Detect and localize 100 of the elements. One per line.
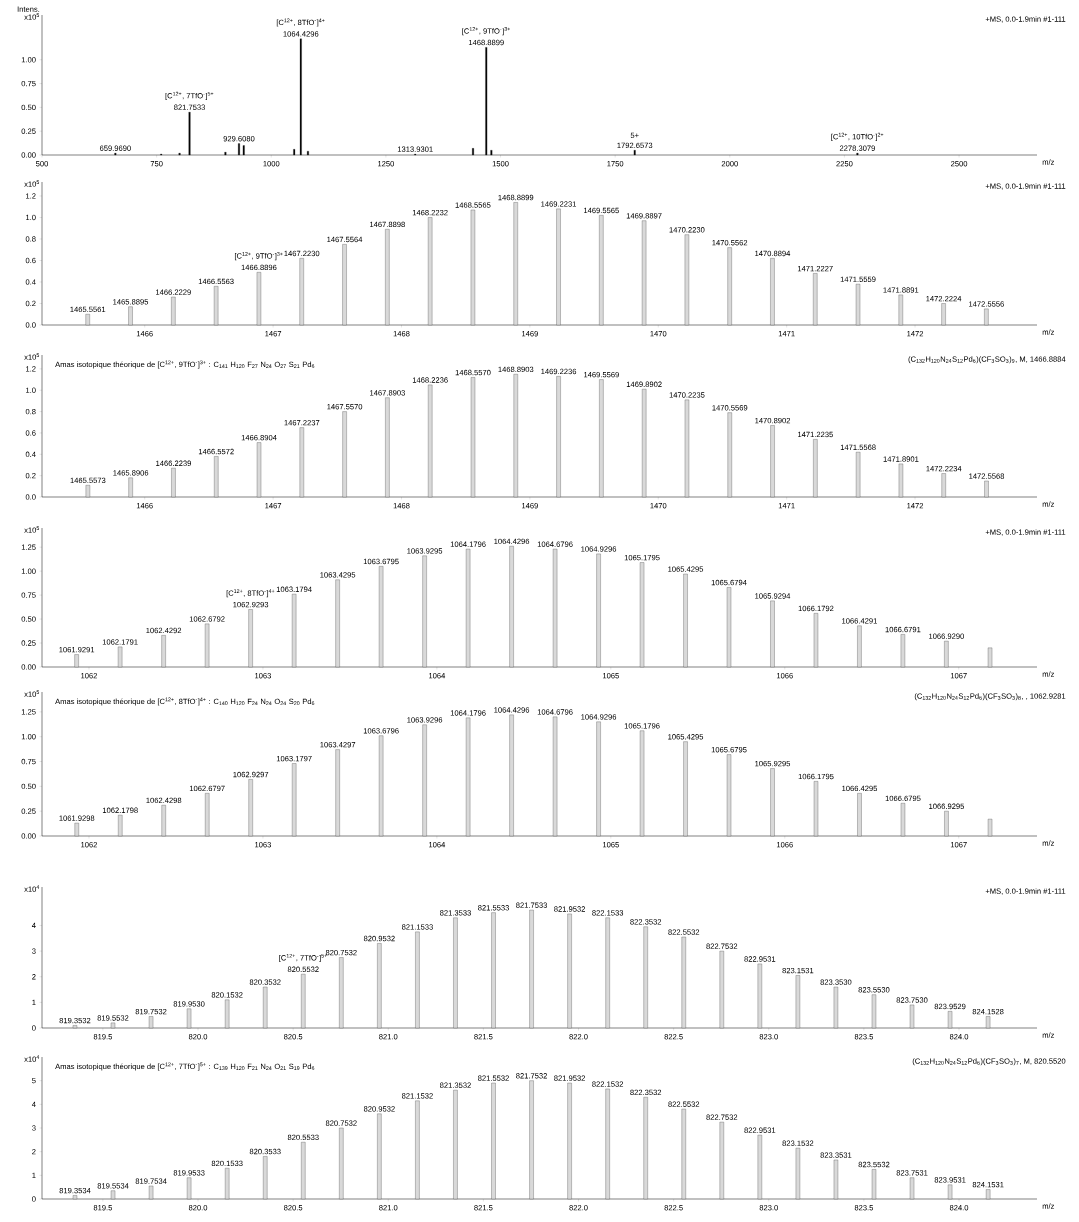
bar <box>833 986 839 1029</box>
bar <box>985 1189 991 1200</box>
bar <box>470 377 476 498</box>
bar <box>567 1082 572 1200</box>
bar <box>605 1088 610 1200</box>
bar <box>513 202 518 326</box>
bar <box>377 1113 382 1200</box>
bar <box>855 452 861 498</box>
bar <box>770 600 775 668</box>
bar <box>556 208 561 326</box>
bar <box>641 220 647 326</box>
bar <box>770 768 775 837</box>
bar <box>719 950 724 1029</box>
bar <box>248 779 253 837</box>
bar <box>186 1177 192 1200</box>
bar <box>770 425 775 498</box>
bar <box>74 822 79 837</box>
bar <box>900 803 906 837</box>
bar <box>385 229 390 326</box>
bar <box>85 485 91 498</box>
bar <box>342 411 347 498</box>
bar <box>453 1089 458 1200</box>
bar <box>128 477 133 498</box>
bar <box>171 296 176 326</box>
bar <box>909 1004 915 1029</box>
bar <box>639 562 645 668</box>
bar <box>599 215 604 326</box>
bar <box>299 258 304 326</box>
bar <box>301 974 306 1029</box>
bar <box>256 442 262 498</box>
bar <box>857 793 862 837</box>
bar <box>596 721 601 837</box>
bar <box>599 379 604 498</box>
bar <box>987 647 993 668</box>
bar <box>339 957 344 1029</box>
bar <box>833 1159 839 1200</box>
bar <box>509 714 514 837</box>
bar <box>339 1127 344 1200</box>
bar <box>148 1016 154 1029</box>
bar <box>770 258 775 326</box>
bar <box>415 931 420 1029</box>
bar <box>335 579 340 668</box>
bar <box>118 815 123 837</box>
bar <box>727 247 732 326</box>
bar <box>85 314 90 326</box>
bar <box>378 566 384 668</box>
bar <box>465 548 471 668</box>
bar <box>422 555 427 668</box>
bar <box>795 1147 801 1200</box>
bar <box>984 308 989 326</box>
bar <box>171 468 176 498</box>
bar <box>186 1008 192 1029</box>
bar <box>72 1025 78 1029</box>
bar <box>428 384 433 498</box>
bar <box>335 749 340 837</box>
bar <box>813 273 818 326</box>
bar <box>263 986 268 1029</box>
bar <box>453 917 458 1029</box>
bar <box>727 412 732 498</box>
bar <box>643 926 648 1029</box>
bar <box>726 587 732 668</box>
bar <box>213 286 219 326</box>
bar <box>944 640 949 668</box>
bar <box>757 1134 762 1200</box>
bar <box>117 646 123 668</box>
bar <box>684 399 690 498</box>
bar <box>596 553 601 668</box>
bar <box>941 303 946 326</box>
bar <box>225 999 230 1029</box>
bar <box>871 1169 877 1200</box>
bar <box>465 717 471 837</box>
bar <box>205 793 210 837</box>
bar <box>377 943 382 1029</box>
bar <box>161 635 166 668</box>
bar <box>72 1195 78 1200</box>
bar <box>642 389 647 498</box>
bar <box>214 456 219 498</box>
bar <box>987 818 993 837</box>
bar <box>898 294 903 326</box>
bar <box>74 654 79 668</box>
bar <box>161 805 166 837</box>
bar <box>552 548 558 668</box>
bar <box>263 1156 268 1200</box>
bar <box>900 634 906 668</box>
bar <box>947 1011 953 1029</box>
bar <box>299 427 304 498</box>
bar <box>639 730 645 837</box>
bar <box>684 234 690 326</box>
bar <box>248 609 253 668</box>
bar <box>422 724 427 837</box>
bar <box>941 473 946 498</box>
bar <box>813 613 819 668</box>
bar <box>301 1142 306 1200</box>
bar <box>567 913 572 1029</box>
bar <box>509 546 514 668</box>
bar <box>984 480 989 498</box>
bar <box>128 306 133 326</box>
bar <box>857 625 862 668</box>
bar <box>813 439 818 498</box>
bar <box>681 1108 686 1200</box>
